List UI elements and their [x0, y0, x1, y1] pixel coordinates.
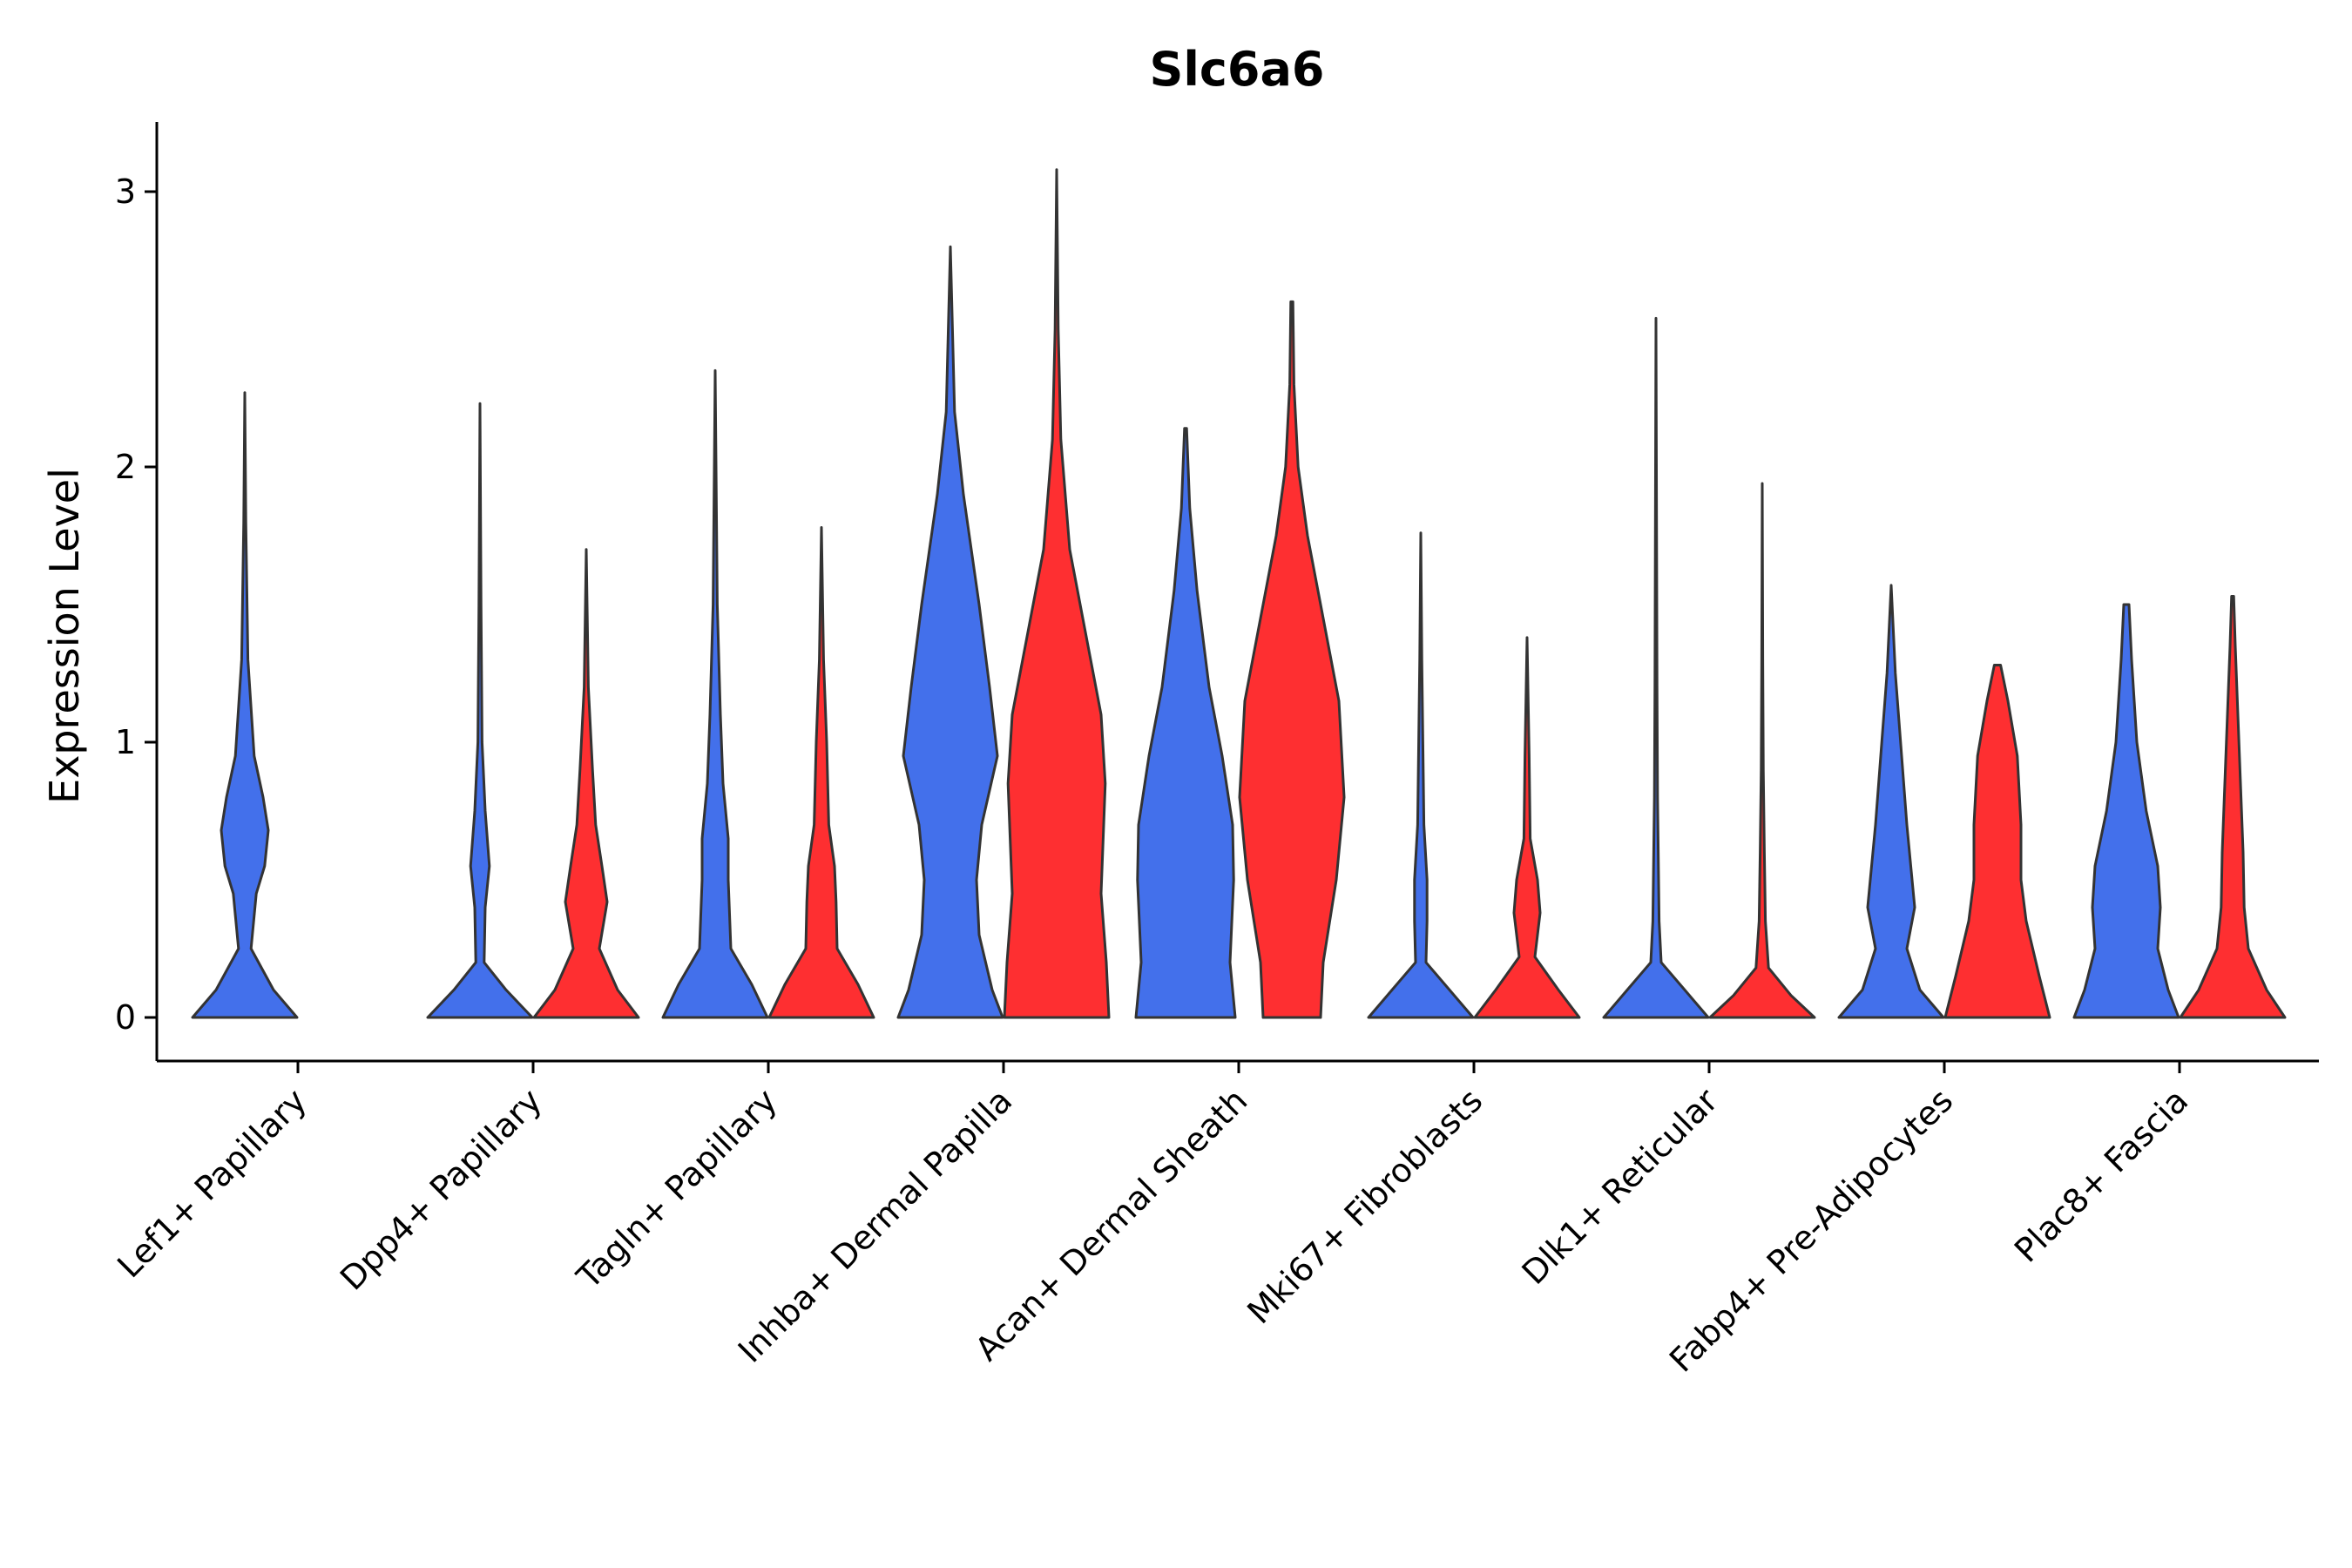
violin-inhba-dermal-papilla-s0 [896, 245, 1004, 1019]
violin-mki67-fibroblasts-s0 [1367, 531, 1475, 1019]
x-tick-label: Dpp4+ Papillary [333, 1081, 549, 1297]
x-tick-label: Plac8+ Fascia [2007, 1081, 2195, 1269]
x-tick-label: Inhba+ Dermal Papilla [731, 1081, 1020, 1370]
x-tick-label: Dlk1+ Reticular [1515, 1081, 1726, 1292]
violin-dlk1-reticular-s0 [1602, 316, 1710, 1019]
x-tick-label: Mki67+ Fibroblasts [1240, 1081, 1490, 1331]
violin-acan-dermal-sheath-s1 [1238, 300, 1346, 1019]
violins-layer [191, 168, 2287, 1019]
x-tick-label: Tagln+ Papillary [569, 1081, 784, 1296]
violin-acan-dermal-sheath-s0 [1134, 427, 1237, 1019]
x-tick-label: Lef1+ Papillary [110, 1081, 314, 1285]
x-tick-label: Acan+ Dermal Sheath [968, 1081, 1254, 1368]
violin-dpp4-papillary-s1 [532, 548, 640, 1019]
violin-dlk1-reticular-s1 [1708, 482, 1816, 1019]
violin-inhba-dermal-papilla-s1 [1003, 168, 1111, 1019]
chart-title: Slc6a6 [1150, 42, 1325, 97]
violin-tagln-papillary-s1 [767, 526, 875, 1019]
y-axis-label: Expression Level [41, 468, 88, 804]
y-tick-label: 1 [115, 723, 136, 761]
violin-plac8-fascia-s0 [2072, 603, 2180, 1019]
y-tick-label: 0 [115, 998, 136, 1037]
violin-mki67-fibroblasts-s1 [1473, 636, 1581, 1019]
violin-fabp4-pre-adipocytes-s1 [1943, 664, 2051, 1019]
violin-fabp4-pre-adipocytes-s0 [1837, 584, 1945, 1019]
y-tick-label: 2 [115, 448, 136, 486]
violin-tagln-papillary-s0 [661, 368, 769, 1019]
violin-lef1-papillary-s0 [191, 391, 299, 1019]
violin-dpp4-papillary-s0 [426, 402, 534, 1019]
violin-plac8-fascia-s1 [2179, 595, 2287, 1019]
y-tick-label: 3 [115, 172, 136, 211]
